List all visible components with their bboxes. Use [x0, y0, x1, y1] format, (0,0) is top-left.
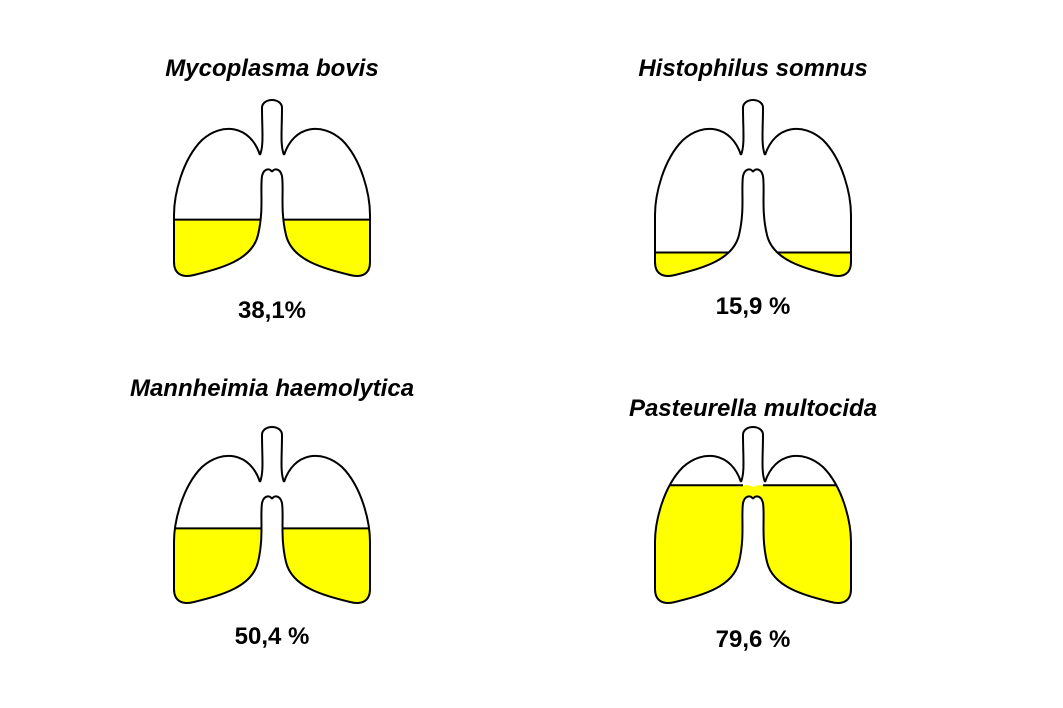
- panel-title: Pasteurella multocida: [628, 395, 878, 422]
- trachea-outline: [259, 425, 285, 483]
- left-lung-outline: [654, 454, 754, 604]
- lungs-icon: [654, 425, 852, 604]
- left-lung-outline: [173, 454, 273, 604]
- left-lung-fill: [174, 528, 262, 603]
- trachea-outline: [259, 98, 285, 156]
- lung-center-gap: [739, 169, 767, 235]
- left-lung-fill: [174, 219, 261, 276]
- right-lung-outline: [752, 127, 852, 277]
- right-lung-fill: [282, 528, 370, 603]
- left-lung-outline: [654, 127, 754, 277]
- lung-center-gap: [258, 496, 286, 562]
- left-lung-outline: [173, 127, 273, 277]
- right-lung-fill: [753, 485, 851, 603]
- percentage-label: 38,1%: [237, 297, 307, 324]
- lungs-icon: [173, 98, 371, 277]
- panel-pasteurella-multocida: Pasteurella multocida 79,6 %: [573, 390, 933, 690]
- panel-title: Mycoplasma bovis: [165, 55, 379, 82]
- left-lung-fill: [655, 252, 729, 276]
- panel-title: Histophilus somnus: [638, 55, 868, 82]
- percentage-label: 15,9 %: [715, 293, 791, 320]
- lung-center-gap: [739, 496, 767, 562]
- percentage-label: 50,4 %: [234, 623, 310, 650]
- left-lung-fill: [655, 485, 753, 603]
- panel-mycoplasma-bovis: Mycoplasma bovis 38,1%: [92, 50, 452, 350]
- panel-histophilus-somnus: Histophilus somnus 15,9 %: [573, 50, 933, 350]
- right-lung-outline: [271, 127, 371, 277]
- right-lung-outline: [752, 454, 852, 604]
- panel-mannheimia-haemolytica: Mannheimia haemolytica 50,4 %: [92, 370, 452, 670]
- right-lung-outline: [271, 454, 371, 604]
- lungs-icon: [654, 98, 852, 277]
- lungs-icon: [173, 425, 371, 604]
- right-lung-fill: [777, 252, 851, 276]
- trachea-outline: [740, 425, 766, 483]
- percentage-label: 79,6 %: [715, 626, 791, 653]
- trachea-outline: [740, 98, 766, 156]
- panel-title: Mannheimia haemolytica: [129, 375, 415, 402]
- lung-center-gap: [258, 169, 286, 235]
- right-lung-fill: [283, 219, 370, 276]
